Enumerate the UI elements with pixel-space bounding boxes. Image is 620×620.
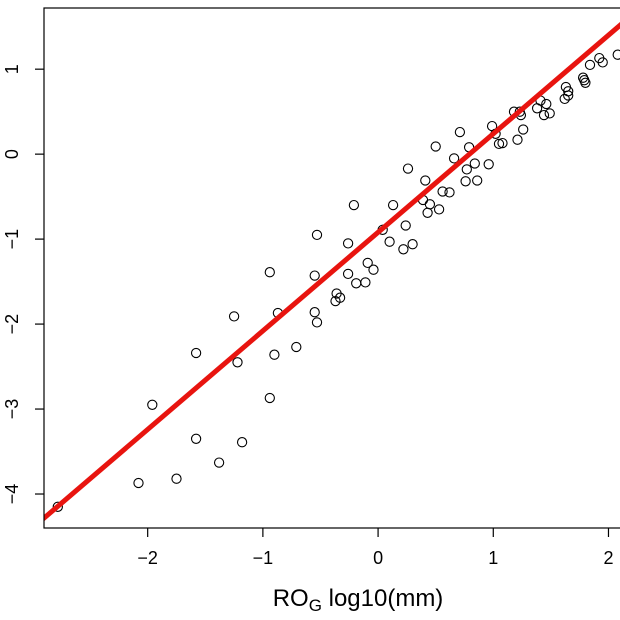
data-point	[518, 124, 529, 135]
y-tick-label: −2	[2, 314, 22, 335]
data-point	[368, 264, 379, 275]
data-point	[512, 134, 523, 145]
data-point	[311, 317, 323, 328]
data-point	[584, 59, 596, 71]
data-point	[402, 163, 414, 174]
points-layer	[52, 49, 620, 512]
data-point	[597, 57, 608, 68]
data-point	[232, 357, 243, 368]
data-point	[497, 137, 508, 149]
x-axis-title: ROG log10(mm)	[273, 585, 444, 615]
x-axis-title-subscript: G	[309, 596, 322, 615]
data-point	[171, 473, 182, 484]
data-point	[400, 220, 411, 231]
data-point	[430, 141, 441, 152]
data-point	[454, 126, 466, 138]
data-point	[493, 138, 505, 150]
data-point	[52, 501, 63, 512]
data-point	[422, 207, 433, 218]
x-tick-label: −2	[137, 548, 158, 568]
data-point	[437, 186, 448, 197]
data-point	[444, 187, 455, 198]
data-point	[420, 175, 431, 186]
data-point	[544, 108, 555, 119]
data-point	[269, 349, 280, 360]
data-point	[580, 77, 591, 88]
data-point	[190, 347, 202, 359]
data-point	[348, 199, 360, 211]
x-axis: −2 −1 0 1 2	[137, 528, 613, 568]
data-point	[334, 292, 346, 303]
data-point	[541, 98, 552, 110]
data-point	[311, 229, 323, 241]
x-axis-title-suffix: log10(mm)	[322, 585, 443, 612]
regression-line	[44, 22, 620, 522]
data-point	[407, 239, 418, 250]
data-point	[264, 392, 275, 404]
y-tick-label: 1	[2, 64, 22, 74]
data-point	[360, 277, 371, 288]
x-axis-title-main: RO	[273, 585, 309, 612]
data-point	[612, 49, 620, 60]
data-point	[342, 238, 354, 249]
y-axis: −4 −3 −2 −1 0 1	[2, 64, 44, 504]
y-tick-label: 0	[2, 149, 22, 159]
data-point	[460, 176, 471, 187]
data-point	[228, 311, 240, 322]
data-point	[190, 433, 202, 444]
data-point	[236, 437, 248, 448]
y-tick-label: −3	[2, 399, 22, 420]
x-tick-label: 2	[603, 548, 613, 568]
data-point	[291, 341, 302, 353]
data-point	[448, 153, 460, 164]
data-point	[433, 204, 445, 215]
data-point	[424, 199, 436, 210]
data-point	[342, 268, 354, 280]
data-point	[469, 158, 480, 169]
y-tick-label: −1	[2, 229, 22, 250]
data-point	[563, 90, 574, 101]
data-point	[538, 109, 550, 121]
data-point	[309, 307, 320, 318]
x-tick-label: 1	[488, 548, 498, 568]
data-point	[351, 278, 362, 289]
x-tick-label: −1	[253, 548, 274, 568]
x-tick-label: 0	[373, 548, 383, 568]
data-point	[563, 86, 574, 97]
data-point	[309, 270, 320, 281]
data-point	[461, 164, 472, 175]
data-point	[483, 159, 494, 170]
data-point	[398, 244, 409, 255]
data-point	[387, 199, 399, 211]
data-point	[264, 267, 275, 278]
data-point	[472, 175, 483, 186]
data-point	[133, 477, 144, 489]
data-point	[362, 257, 373, 269]
data-point	[577, 72, 589, 83]
data-point	[384, 236, 395, 247]
plot-frame	[43, 7, 620, 529]
y-tick-label: −4	[2, 484, 22, 505]
data-point	[213, 457, 225, 468]
data-point	[147, 399, 158, 410]
